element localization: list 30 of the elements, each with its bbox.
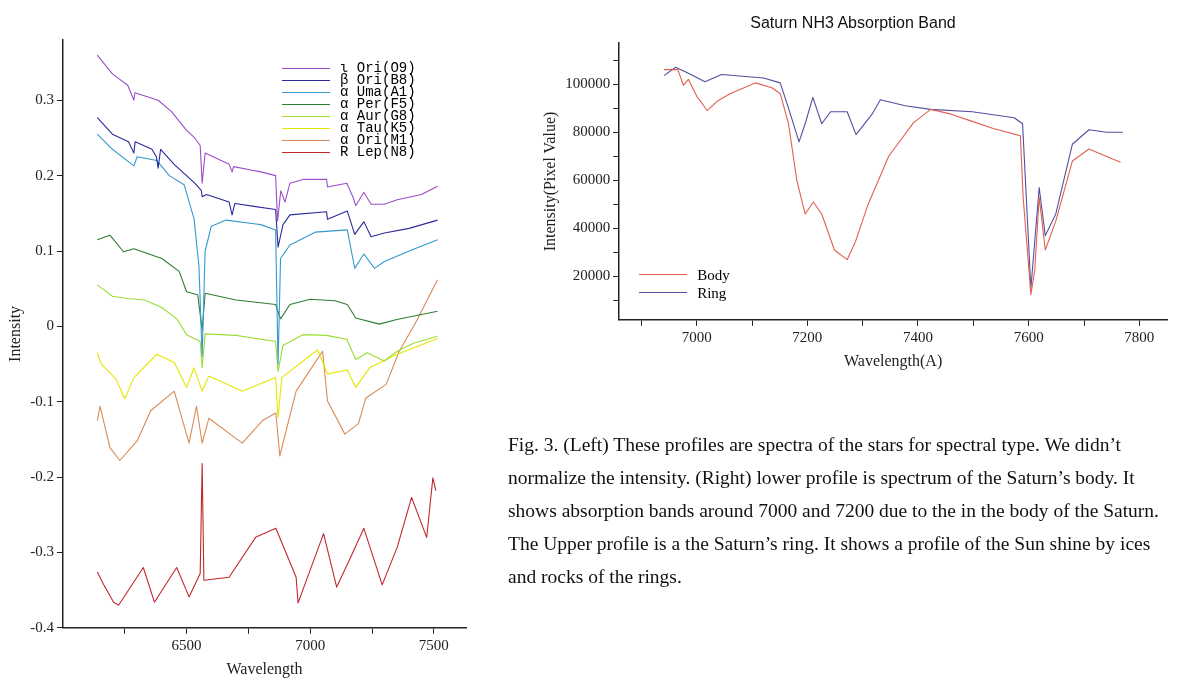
- x-tick-label: 6500: [171, 636, 202, 653]
- x-tick-label: 7400: [903, 328, 933, 345]
- legend-label: Body: [697, 265, 730, 284]
- y-tick-label: -0.1: [30, 392, 54, 409]
- y-tick-label: 80000: [572, 123, 611, 140]
- x-tick-label: 7000: [295, 636, 326, 653]
- y-axis-title: Intensity(Pixel Value): [540, 111, 559, 252]
- y-tick-label: 20000: [572, 267, 611, 284]
- y-tick-label: 40000: [572, 219, 611, 236]
- x-axis-title: Wavelength(A): [843, 351, 943, 370]
- chart-title: Saturn NH3 Absorption Band: [750, 14, 956, 32]
- y-tick-label: 100000: [565, 75, 611, 92]
- caption: Fig. 3. (Left) These profiles are spectra of the stars for spectral type. We didn’t normalize the intensity. (Right) lower profile is spectrum of the Saturn’s body. It shows absorption bands around 7000 and 7200 due to the in the body of the Saturn. The Upper profile is a the Saturn’s ring. It shows a profile of the Sun shine by ices and rocks of the rings.: [508, 433, 1160, 589]
- y-tick-label: 60000: [572, 171, 611, 188]
- x-tick-label: 7600: [1013, 328, 1044, 345]
- x-tick-label: 7800: [1124, 328, 1155, 345]
- y-tick-label: 0: [46, 317, 54, 334]
- x-axis-title: Wavelength: [226, 659, 303, 678]
- y-tick-label: 0.3: [35, 91, 54, 108]
- x-tick-label: 7500: [418, 636, 449, 653]
- y-tick-label: -0.3: [30, 543, 54, 560]
- y-tick-label: -0.2: [30, 468, 54, 485]
- legend-label: R Lep(N8): [340, 144, 416, 160]
- legend-label: Ring: [697, 283, 727, 302]
- y-tick-label: 0.1: [35, 241, 54, 258]
- y-axis-title: Intensity: [5, 305, 24, 362]
- x-tick-label: 7200: [792, 328, 823, 345]
- y-tick-label: 0.2: [35, 166, 54, 183]
- y-tick-label: -0.4: [30, 618, 55, 635]
- x-tick-label: 7000: [681, 328, 712, 345]
